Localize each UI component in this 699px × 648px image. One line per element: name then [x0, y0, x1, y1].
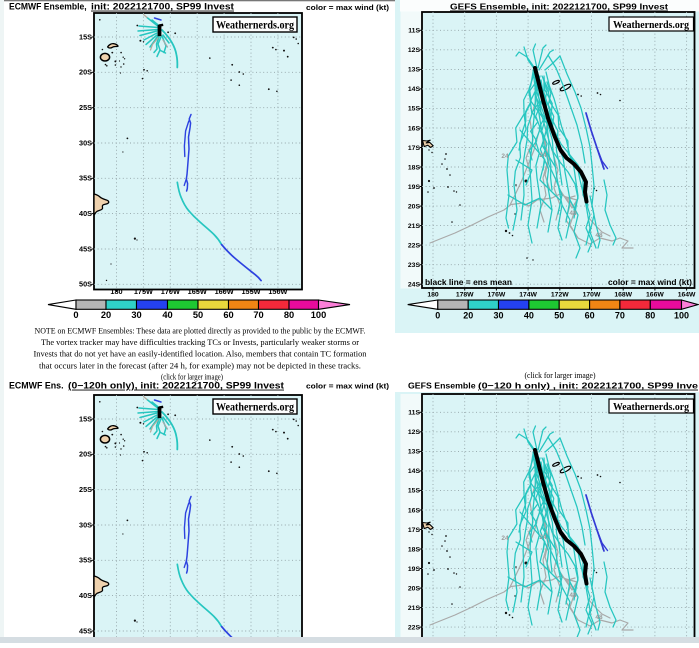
svg-text:black line = ens mean: black line = ens mean [425, 278, 512, 287]
svg-text:166W: 166W [646, 292, 664, 299]
svg-text:13S: 13S [408, 67, 421, 74]
svg-text:14S: 14S [408, 86, 421, 93]
svg-text:20S: 20S [79, 68, 92, 77]
svg-text:23S: 23S [408, 262, 421, 269]
svg-text:16S: 16S [408, 125, 421, 132]
svg-text:(click for larger image): (click for larger image) [525, 371, 596, 380]
svg-text:100: 100 [674, 311, 689, 321]
svg-text:The vortex tracker may have di: The vortex tracker may have difficulties… [41, 338, 359, 347]
svg-text:18S: 18S [408, 164, 421, 171]
svg-text:15S: 15S [79, 32, 92, 41]
svg-text:24: 24 [539, 152, 547, 159]
svg-text:20S: 20S [408, 203, 421, 210]
svg-text:178W: 178W [456, 292, 474, 299]
svg-text:80: 80 [645, 311, 655, 321]
svg-text:48: 48 [595, 232, 603, 239]
svg-text:color = max wind (kt): color = max wind (kt) [306, 381, 390, 390]
svg-text:30: 30 [131, 310, 141, 320]
svg-text:30: 30 [493, 311, 503, 321]
svg-text:40S: 40S [79, 209, 92, 218]
svg-text:0: 0 [435, 311, 440, 321]
svg-text:50S: 50S [79, 280, 92, 289]
svg-text:color = max wind (kt): color = max wind (kt) [608, 278, 692, 287]
svg-text:15S: 15S [408, 106, 421, 113]
svg-text:GEFS Ensemble, init: 202212170: GEFS Ensemble, init: 2022121700, SP99 In… [450, 2, 668, 12]
svg-text:60: 60 [223, 310, 233, 320]
svg-text:20: 20 [101, 310, 111, 320]
svg-text:Weathernerds.org: Weathernerds.org [216, 19, 294, 31]
svg-text:NOTE on ECMWF Ensembles: These: NOTE on ECMWF Ensembles: These data are … [35, 326, 366, 335]
svg-text:11S: 11S [408, 28, 420, 35]
svg-text:GEFS Ensemble (0−120 h only) ,: GEFS Ensemble (0−120 h only) , init: 202… [408, 381, 698, 391]
svg-text:40: 40 [524, 311, 534, 321]
svg-text:48: 48 [569, 210, 577, 217]
svg-text:172W: 172W [551, 292, 569, 299]
svg-text:30S: 30S [79, 138, 92, 147]
svg-text:70: 70 [253, 310, 263, 320]
svg-text:25S: 25S [79, 103, 92, 112]
svg-text:24: 24 [501, 153, 509, 160]
svg-text:ECMWF Ensemble, init: 20221217: ECMWF Ensemble, init: 2022121700, SP99 I… [9, 2, 234, 12]
svg-text:50: 50 [554, 311, 564, 321]
svg-text:ECMWF Ens. (0−120h only), init: ECMWF Ens. (0−120h only), init: 20221217… [9, 381, 284, 391]
svg-text:24S: 24S [408, 281, 421, 288]
svg-text:12S: 12S [408, 47, 421, 54]
svg-text:19S: 19S [408, 184, 421, 191]
svg-text:164W: 164W [678, 292, 696, 299]
svg-text:176W: 176W [488, 292, 506, 299]
svg-text:180: 180 [427, 292, 439, 299]
svg-text:174W: 174W [519, 292, 537, 299]
svg-text:21S: 21S [408, 223, 421, 230]
svg-text:20: 20 [463, 311, 473, 321]
svg-text:(click for larger image): (click for larger image) [161, 373, 223, 382]
svg-text:35S: 35S [79, 174, 92, 183]
svg-text:17S: 17S [408, 145, 421, 152]
svg-text:0: 0 [73, 310, 78, 320]
svg-text:170W: 170W [583, 292, 601, 299]
svg-text:168W: 168W [614, 292, 632, 299]
svg-text:70: 70 [615, 311, 625, 321]
svg-text:Invests that do not yet have a: Invests that do not yet have an easily-i… [34, 350, 367, 359]
svg-text:45S: 45S [79, 244, 92, 253]
svg-text:color = max wind (kt): color = max wind (kt) [306, 3, 390, 12]
svg-text:Weathernerds.org: Weathernerds.org [613, 20, 690, 31]
svg-text:22S: 22S [408, 242, 421, 249]
svg-text:80: 80 [284, 310, 294, 320]
svg-text:40: 40 [162, 310, 172, 320]
svg-text:60: 60 [585, 311, 595, 321]
svg-text:that occurs later in the forec: that occurs later in the forecast (after… [39, 361, 361, 370]
svg-text:100: 100 [311, 310, 327, 320]
svg-text:50: 50 [193, 310, 203, 320]
